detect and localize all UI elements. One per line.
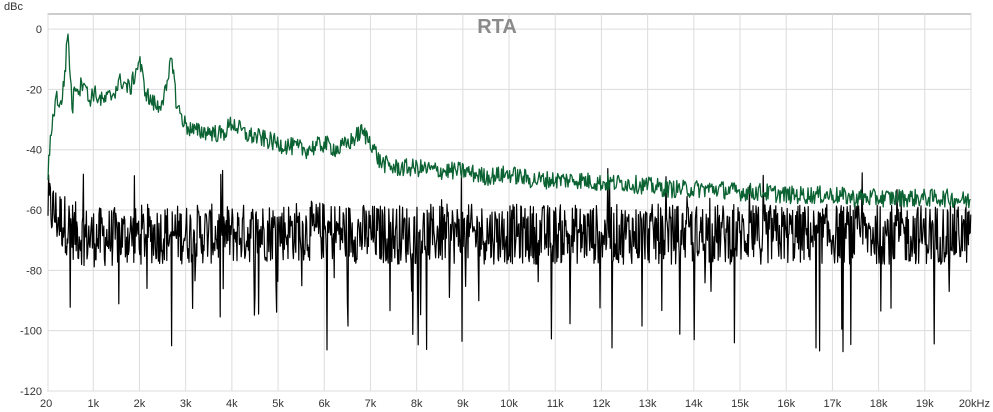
x-tick-label: 7k: [365, 398, 377, 410]
series-layer: [47, 33, 972, 353]
noise-floor-series: [47, 168, 972, 353]
x-tick-label: 3k: [180, 398, 192, 410]
x-axis-ticks: 20 1k 2k 3k 4k 5k 6k 7k 8k 9k 10k 11k 12k 13k 14k 15k 16…: [40, 398, 990, 410]
y-tick-label: -80: [26, 265, 42, 277]
y-tick-label: -40: [26, 145, 42, 157]
x-tick-label: 9k: [457, 398, 469, 410]
y-tick-label: -20: [26, 84, 42, 96]
x-tick-label: 16k: [777, 398, 795, 410]
y-axis-ticks: 0 -20 -40 -60 -80 -100 -120: [20, 24, 42, 398]
x-tick-label: 19k: [916, 398, 934, 410]
x-tick-label: 17k: [824, 398, 842, 410]
x-tick-label: 5k: [272, 398, 284, 410]
rta-series: [47, 33, 971, 209]
chart-title: RTA: [477, 16, 517, 38]
x-tick-label: 11k: [547, 398, 564, 410]
x-tick-label: 20kHz: [959, 398, 990, 410]
x-tick-label: 6k: [318, 398, 330, 410]
y-tick-label: -120: [20, 386, 42, 398]
x-tick-label: 14k: [685, 398, 703, 410]
y-tick-label: -100: [20, 326, 42, 338]
x-tick-label: 2k: [134, 398, 146, 410]
x-tick-label: 1k: [87, 398, 99, 410]
x-tick-label: 20: [40, 398, 52, 410]
x-tick-label: 12k: [593, 398, 611, 410]
x-tick-label: 18k: [870, 398, 888, 410]
x-tick-label: 15k: [731, 398, 749, 410]
x-tick-label: 8k: [411, 398, 423, 410]
x-tick-label: 4k: [226, 398, 238, 410]
y-tick-label: -60: [26, 205, 42, 217]
y-axis-label: dBc: [4, 1, 23, 13]
x-tick-label: 13k: [639, 398, 657, 410]
x-tick-label: 10k: [500, 398, 518, 410]
y-tick-label: 0: [36, 24, 42, 36]
